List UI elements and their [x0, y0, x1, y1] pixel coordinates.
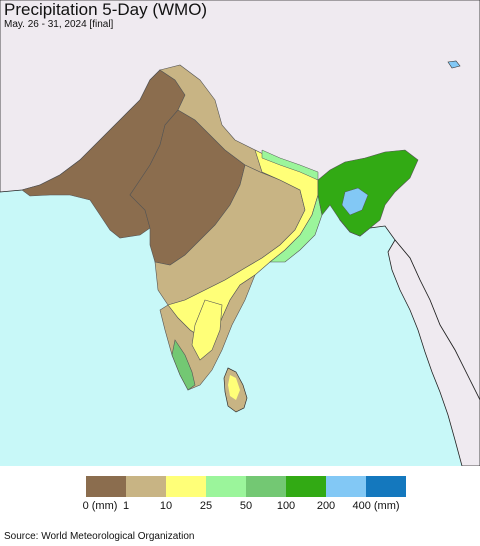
legend-label: 25 — [199, 500, 213, 512]
legend-label: 1 — [122, 500, 130, 512]
legend-label: 100 — [276, 500, 296, 512]
region-northeast-heavy — [341, 187, 369, 216]
region-sri-lanka-yellow — [228, 375, 240, 400]
region-light-green-ne — [261, 149, 319, 181]
legend-label: 200 — [316, 500, 336, 512]
color-legend: 0 (mm) 1 10 25 50 100 200 400 (mm) — [0, 466, 480, 528]
island-marker — [447, 60, 461, 69]
southeast-asia-land — [387, 239, 480, 466]
region-east-coast — [269, 194, 323, 263]
map-subtitle: May. 26 - 31, 2024 [final] — [4, 19, 114, 30]
legend-swatch — [166, 476, 206, 497]
legend-swatch — [206, 476, 246, 497]
legend-swatch — [286, 476, 326, 497]
legend-label: 10 — [159, 500, 173, 512]
legend-swatch — [326, 476, 366, 497]
precipitation-map: Precipitation 5-Day (WMO) May. 26 - 31, … — [0, 0, 480, 466]
source-credit: Source: World Meteorological Organizatio… — [4, 531, 195, 542]
legend-swatch — [366, 476, 406, 497]
legend-label: 400 (mm) — [352, 500, 400, 512]
region-south-yellow — [191, 299, 223, 361]
legend-swatch — [86, 476, 126, 497]
legend-label: 0 (mm) — [82, 500, 118, 512]
region-southwest-coast — [171, 339, 196, 391]
map-canvas — [0, 0, 480, 466]
legend-swatch — [246, 476, 286, 497]
legend-swatch — [126, 476, 166, 497]
legend-label: 50 — [239, 500, 253, 512]
region-northeast — [317, 149, 419, 237]
map-title: Precipitation 5-Day (WMO) — [4, 0, 208, 19]
